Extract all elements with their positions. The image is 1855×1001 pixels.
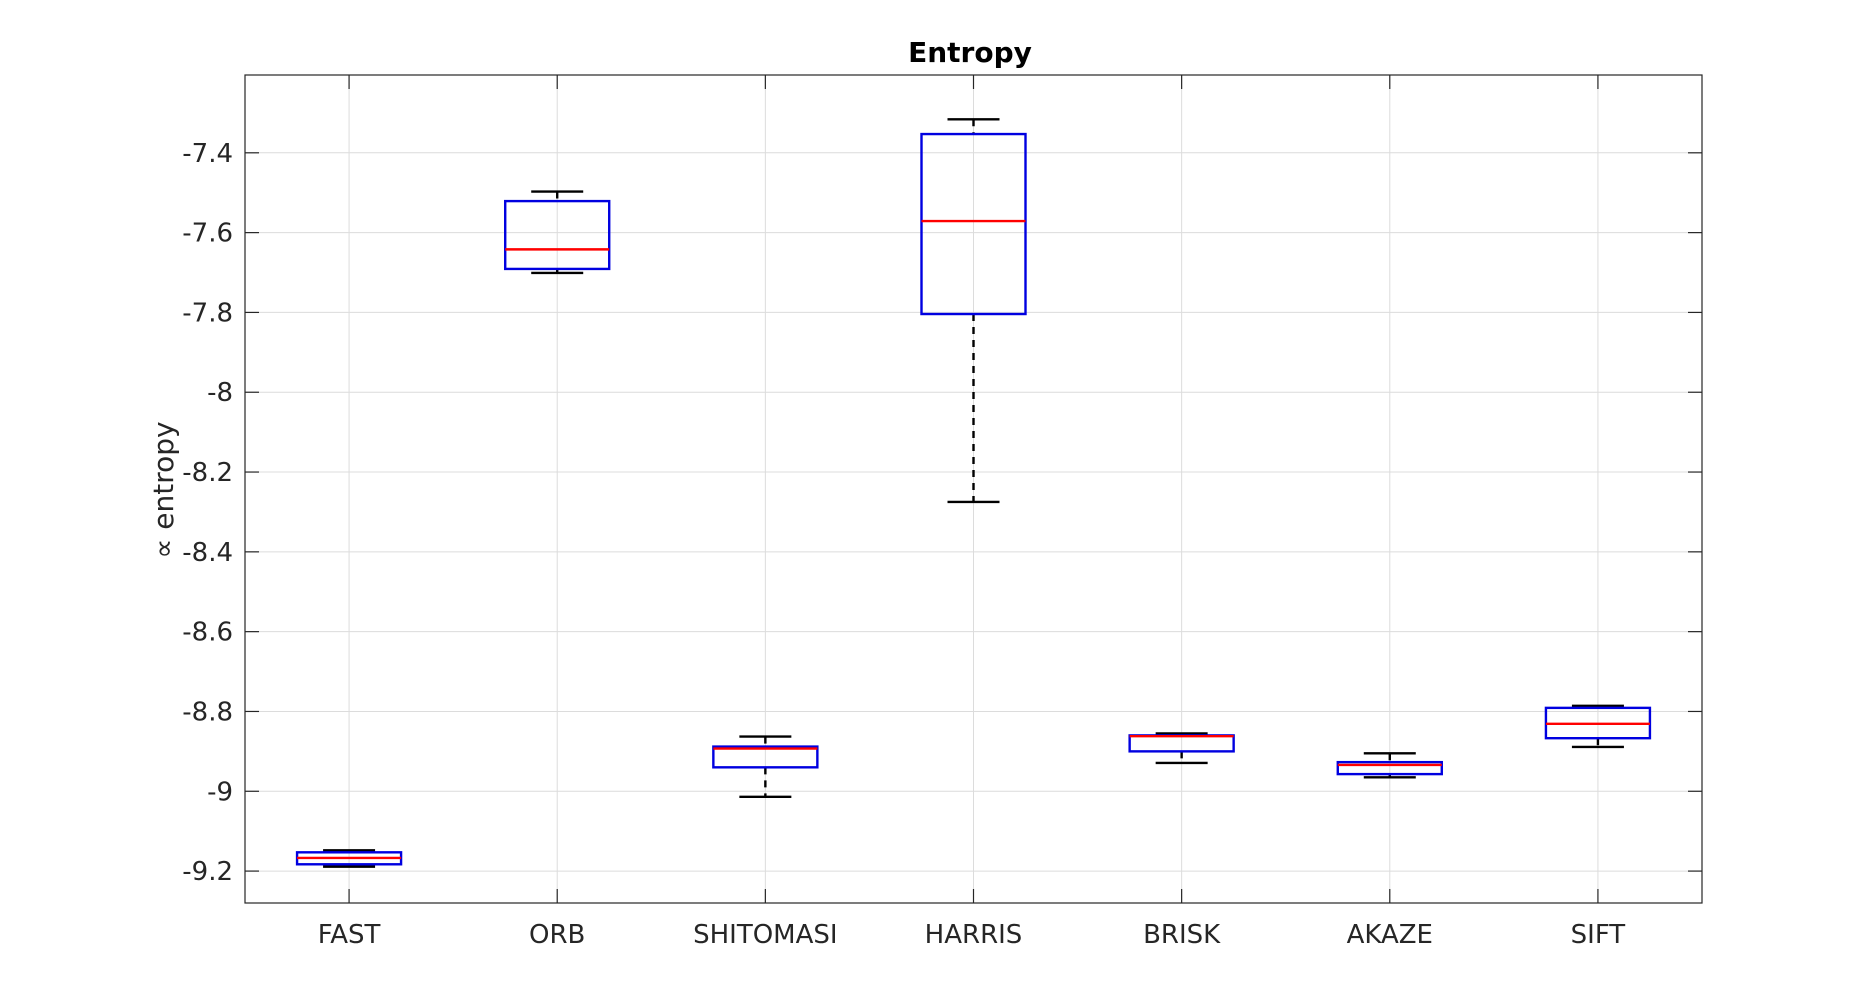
iqr-box: [712, 745, 819, 769]
iqr-box: [1336, 760, 1443, 776]
chart-title: Entropy: [908, 36, 1032, 69]
x-tick-label: ORB: [529, 920, 585, 950]
y-axis-label: ∝ entropy: [147, 421, 180, 558]
boxes-layer: [295, 118, 1652, 868]
box-group-orb: [504, 190, 611, 275]
box-group-brisk: [1128, 732, 1235, 765]
axes-layer: -7.4 -7.6 -7.8 -8 -8.2 -8.4 -8.6 -8.8 -9 -9.2 FAST…: [182, 74, 1703, 950]
box-group-shitomasi: [712, 735, 819, 799]
box-group-harris: [920, 118, 1027, 504]
box-group-sift: [1544, 704, 1652, 749]
iqr-box: [504, 199, 611, 271]
box-group-fast: [295, 849, 403, 868]
x-tick-label: BRISK: [1143, 920, 1221, 950]
x-tick-label: HARRIS: [925, 920, 1023, 950]
y-tick-label: -7.4: [182, 139, 233, 169]
x-tick-label: SHITOMASI: [693, 920, 837, 950]
y-tick-label: -7.6: [182, 219, 233, 249]
x-tick-label: FAST: [318, 920, 381, 950]
iqr-box: [920, 132, 1027, 316]
x-tick-label: AKAZE: [1347, 920, 1433, 950]
box-group-akaze: [1336, 752, 1443, 779]
y-tick-label: -8.4: [182, 538, 233, 568]
x-tick-label: SIFT: [1571, 920, 1626, 950]
y-tick-label: -9: [207, 777, 233, 807]
y-tick-label: -8: [207, 378, 233, 408]
y-tick-label: -8.6: [182, 618, 233, 648]
y-tick-label: -8.2: [182, 458, 233, 488]
y-tick-label: -8.8: [182, 697, 233, 727]
y-tick-label: -7.8: [182, 298, 233, 328]
y-tick-label: -9.2: [182, 857, 233, 887]
